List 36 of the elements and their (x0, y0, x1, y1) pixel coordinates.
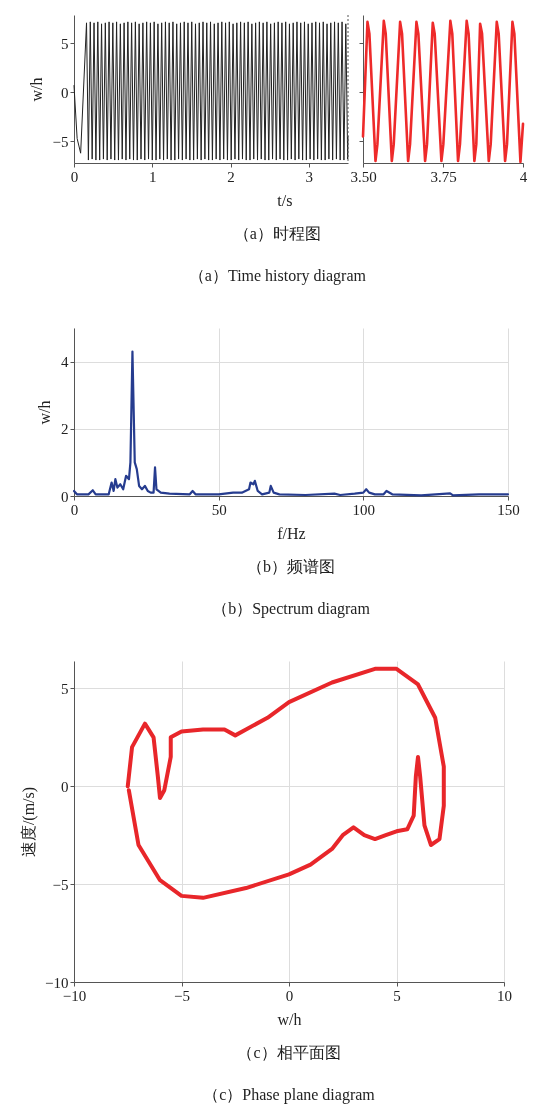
x-tick-label: 1 (149, 168, 157, 185)
y-tick-label: 5 (61, 35, 69, 52)
y-tick-label: 0 (61, 84, 69, 101)
y-axis-title: 速度/(m/s) (20, 786, 39, 858)
x-tick-label: −5 (174, 987, 190, 1004)
x-tick-label: 100 (352, 501, 376, 518)
text: （a）Time history diagram (188, 267, 367, 285)
x-tick-label: 3.75 (430, 168, 457, 185)
y-axis-title: w/h (36, 400, 53, 425)
x-tick-label: 4 (519, 168, 528, 185)
x-axis-title: w/h (277, 1010, 302, 1028)
x-tick-label: 3 (305, 168, 314, 185)
y-tick-label: −5 (52, 133, 69, 150)
y-tick-label: −10 (45, 974, 69, 991)
y-tick-label: 0 (61, 778, 69, 795)
x-tick-label: 2 (227, 168, 235, 185)
x-axis-title: t/s (277, 191, 293, 209)
text: （c）Phase plane diagram (203, 1086, 376, 1104)
text: （a）时程图 (233, 225, 321, 242)
x-tick-label: 10 (497, 987, 512, 1004)
text: （b）频谱图 (247, 558, 335, 575)
x-tick-label: 3.50 (350, 168, 377, 185)
y-axis-title: w/h (27, 77, 45, 102)
line-series (125, 666, 446, 900)
y-tick-label: −5 (52, 876, 69, 893)
y-tick-label: 0 (61, 488, 69, 505)
text: （b）Spectrum diagram (212, 600, 371, 618)
x-tick-label: 50 (211, 501, 227, 518)
x-tick-label: 0 (285, 987, 294, 1004)
x-axis-title: f/Hz (277, 524, 306, 542)
y-tick-label: 5 (61, 680, 69, 697)
y-tick-label: 4 (61, 354, 69, 371)
x-tick-label: 150 (497, 501, 520, 518)
y-tick-label: 2 (61, 421, 69, 438)
x-tick-label: 5 (393, 987, 401, 1004)
text: （c）相平面图 (237, 1044, 341, 1061)
